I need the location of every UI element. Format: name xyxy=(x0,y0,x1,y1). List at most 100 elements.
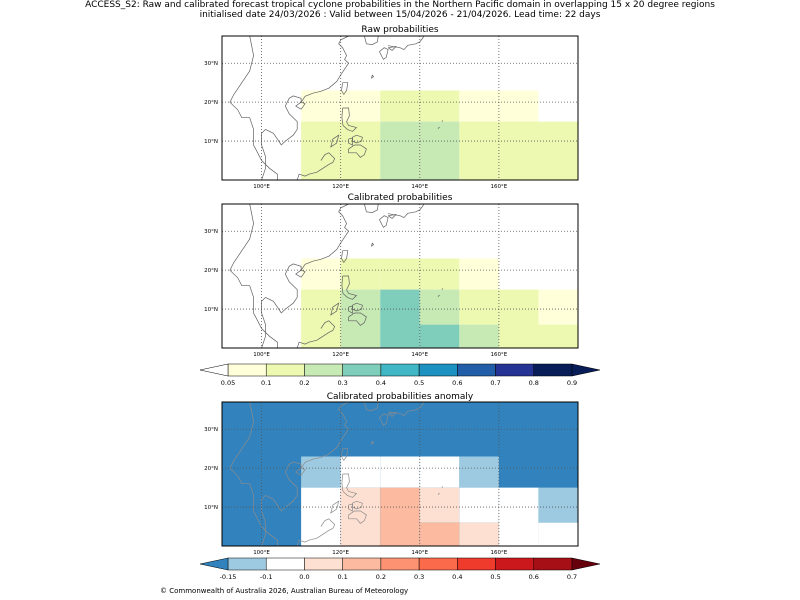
coastline xyxy=(330,134,340,148)
probability-cell xyxy=(538,522,578,546)
probability-cell xyxy=(498,121,539,180)
probability-cell xyxy=(419,121,460,180)
coastline xyxy=(387,45,398,51)
coastline xyxy=(229,36,278,180)
lon-tick-label: 120°E xyxy=(332,352,349,358)
probability-cell xyxy=(459,522,499,546)
probability-cell xyxy=(459,258,499,290)
map-frame-calibrated xyxy=(221,203,579,349)
colorbar-tick-label: 0.2 xyxy=(376,573,386,581)
colorbar-prob-segments xyxy=(199,363,601,377)
coastline xyxy=(229,204,278,348)
colorbar-tick-label: 0.5 xyxy=(490,573,500,581)
colorbar-tick-label: 0.8 xyxy=(529,379,539,387)
colorbar-segment xyxy=(265,557,305,571)
lon-tick-label: 120°E xyxy=(332,184,349,190)
coastline xyxy=(348,305,353,314)
colorbar-tick-label: 0.6 xyxy=(529,573,539,581)
colorbar-segment xyxy=(304,363,343,377)
cells-raw xyxy=(301,90,578,180)
lon-tick-label: 160°E xyxy=(491,352,508,358)
lat-tick-label: 30°N xyxy=(204,61,218,67)
lon-tick-label: 160°E xyxy=(491,550,508,556)
coastline-calibrated xyxy=(229,204,444,348)
map-frame-anomaly xyxy=(221,401,579,547)
probability-cell xyxy=(538,121,578,180)
probability-cell xyxy=(340,487,381,546)
map-panel-raw: Raw probabilities 100°E 120°E 140°E 160°E 30… xyxy=(204,25,579,190)
probability-cell xyxy=(459,456,499,488)
colorbar-segment xyxy=(418,557,458,571)
lat-tick-label: 20°N xyxy=(204,268,218,274)
coastline xyxy=(341,448,349,462)
coastline xyxy=(441,486,444,488)
colorbar-segment xyxy=(380,557,420,571)
colorbar-tick-label: 0.1 xyxy=(337,573,347,581)
coastline xyxy=(348,503,353,512)
cells-anomaly xyxy=(222,402,578,546)
axis-labels-anomaly: 100°E 120°E 140°E 160°E 30°N 20°N 10°N xyxy=(204,427,508,556)
coastline xyxy=(441,120,444,122)
probability-cell xyxy=(301,121,341,180)
colorbar-segment xyxy=(533,557,573,571)
coastline-raw xyxy=(229,36,444,180)
lat-tick-label: 10°N xyxy=(204,307,218,313)
lon-tick-label: 160°E xyxy=(491,184,508,190)
colorbar-segment xyxy=(457,363,496,377)
colorbar-segment xyxy=(495,363,535,377)
gridlines-calibrated xyxy=(222,204,578,348)
colorbar-tick-label: 0.7 xyxy=(567,573,577,581)
coastline xyxy=(348,510,367,524)
coastline xyxy=(379,413,389,426)
colorbar-segment xyxy=(342,557,382,571)
map-title-raw: Raw probabilities xyxy=(361,25,439,35)
probability-cell xyxy=(459,289,499,325)
coastline-anomaly xyxy=(229,402,444,546)
lon-tick-label: 140°E xyxy=(411,184,428,190)
colorbar-prob-ticks: 0.05 0.1 0.2 0.3 0.4 0.5 0.6 0.7 0.8 0.9 xyxy=(221,379,577,387)
colorbar-tick-label: 0.2 xyxy=(299,379,309,387)
coastline xyxy=(437,126,440,129)
probability-cell xyxy=(538,487,578,523)
probability-cell xyxy=(340,289,381,348)
coastline xyxy=(261,402,350,546)
colorbar-tick-label: 0.9 xyxy=(567,379,577,387)
colorbar-tick-label: 0.6 xyxy=(452,379,462,387)
coastline xyxy=(364,36,379,45)
lat-tick-label: 30°N xyxy=(204,229,218,235)
lat-tick-label: 20°N xyxy=(204,466,218,472)
coastline xyxy=(296,320,336,348)
probability-cell xyxy=(459,90,499,122)
probability-cell xyxy=(498,289,539,348)
probability-cell xyxy=(340,258,381,290)
coastline xyxy=(296,152,336,180)
probability-cell xyxy=(419,324,460,348)
colorbar-tick-label: 0.5 xyxy=(414,379,424,387)
probability-cell xyxy=(380,456,420,488)
coastline xyxy=(364,402,379,411)
lon-tick-label: 100°E xyxy=(253,352,270,358)
colorbar-tick-label: -0.1 xyxy=(260,573,273,581)
colorbar-tick-label: 0.3 xyxy=(337,379,347,387)
coastline xyxy=(341,250,349,264)
lon-tick-label: 100°E xyxy=(253,550,270,556)
colorbar-segment xyxy=(265,363,305,377)
lon-tick-label: 140°E xyxy=(411,352,428,358)
coastline xyxy=(261,204,350,348)
probability-cell xyxy=(419,258,460,290)
coastline xyxy=(379,47,389,60)
colorbar-tick-label: 0.05 xyxy=(221,379,235,387)
colorbar-tick-label: 0.4 xyxy=(376,379,386,387)
coastline xyxy=(441,288,444,290)
coastline xyxy=(437,294,440,297)
colorbar-segment xyxy=(227,557,267,571)
lat-tick-label: 20°N xyxy=(204,100,218,106)
colorbar-tick-label: 0.7 xyxy=(490,379,500,387)
map-frame-raw xyxy=(221,35,579,181)
coastline xyxy=(388,36,425,51)
colorbar-extend-left xyxy=(199,557,229,571)
coastline xyxy=(348,312,367,326)
colorbar-segment xyxy=(457,557,496,571)
coastline xyxy=(330,302,340,316)
